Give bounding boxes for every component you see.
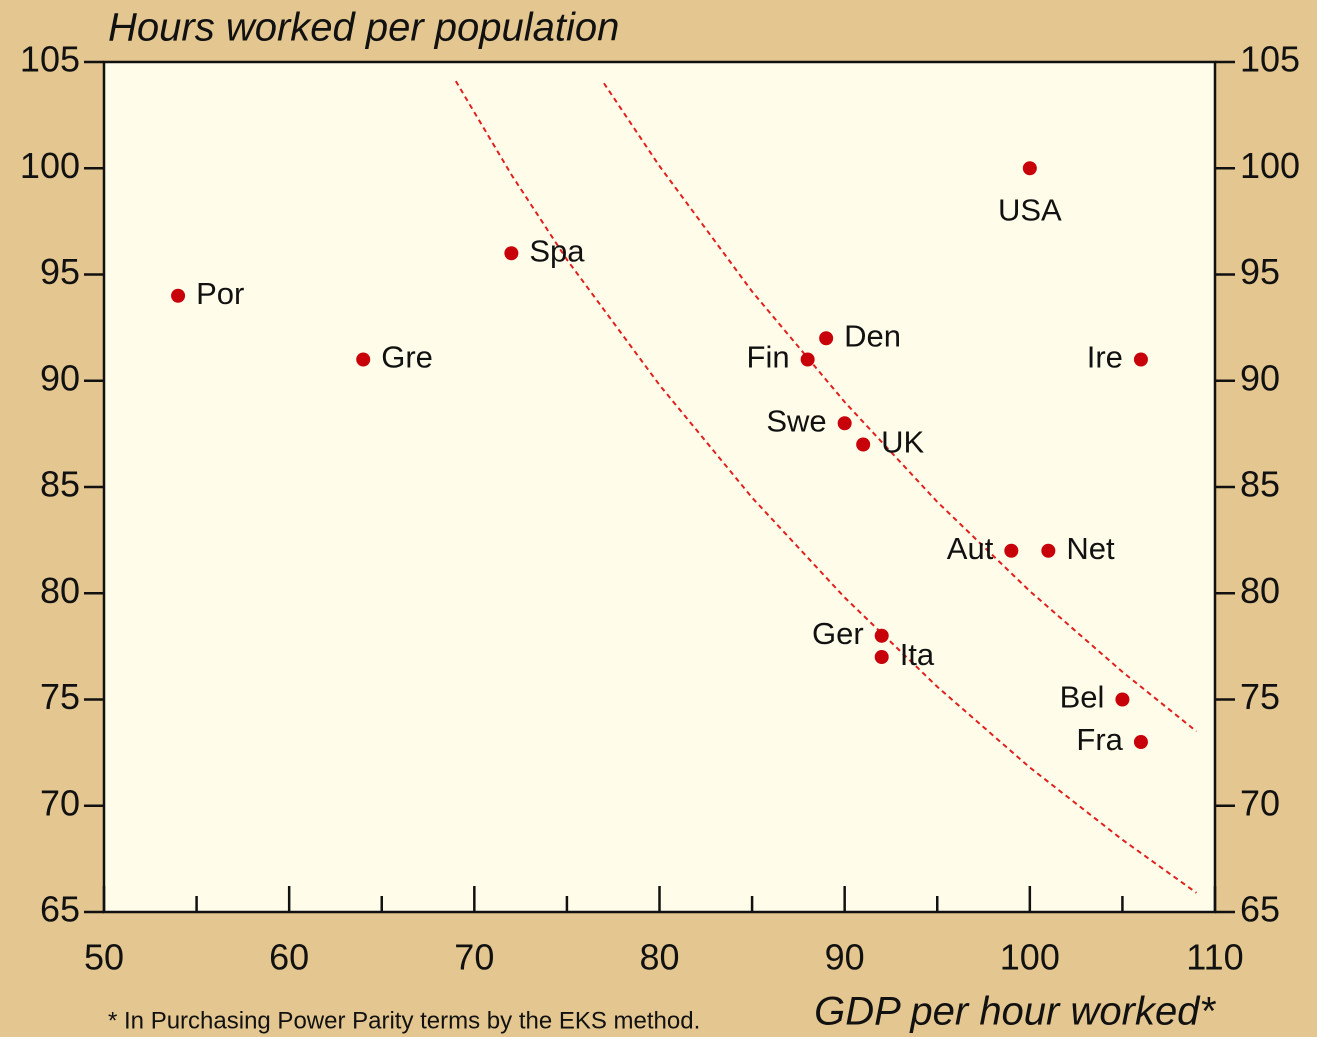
y2-tick-label: 75 (1240, 676, 1280, 717)
point-label: Den (844, 318, 901, 353)
x-axis-label: GDP per hour worked* (814, 990, 1216, 1034)
y-tick-label: 100 (20, 145, 80, 186)
data-point (800, 352, 815, 367)
data-point (874, 650, 889, 664)
reference-curve (603, 82, 1198, 733)
x-tick-label: 50 (84, 937, 124, 978)
y-tick-label: 95 (40, 251, 80, 292)
y2-tick-label: 65 (1240, 889, 1280, 930)
y-tick-label: 85 (40, 464, 80, 505)
data-point (1004, 543, 1019, 558)
point-label: Bel (1060, 680, 1105, 715)
data-point (1133, 352, 1148, 367)
point-label: Net (1066, 531, 1115, 566)
point-label: Ita (900, 637, 935, 672)
point-label: UK (881, 425, 924, 460)
y2-tick-label: 100 (1240, 145, 1300, 186)
y-tick-label: 70 (40, 782, 80, 823)
y2-tick-label: 85 (1240, 464, 1280, 505)
point-label: Fin (747, 340, 790, 375)
data-point (856, 437, 871, 452)
point-label: Spa (529, 233, 585, 268)
y2-tick-label: 80 (1240, 570, 1280, 611)
x-tick-label: 70 (454, 937, 494, 978)
y-tick-label: 80 (40, 570, 80, 611)
point-label: Ire (1087, 340, 1123, 375)
reference-curve (454, 80, 1198, 894)
data-point (1115, 692, 1130, 707)
y-tick-label: 65 (40, 889, 80, 930)
point-label: Swe (766, 403, 826, 438)
y2-tick-label: 90 (1240, 357, 1280, 398)
footnote: * In Purchasing Power Parity terms by th… (108, 1007, 700, 1034)
data-point (1022, 161, 1037, 176)
data-point (171, 288, 186, 303)
point-label: Por (196, 276, 244, 311)
y2-tick-label: 105 (1240, 39, 1300, 80)
data-point (837, 416, 852, 431)
x-tick-label: 90 (825, 937, 865, 978)
point-label: Fra (1076, 722, 1123, 757)
x-tick-label: 80 (639, 937, 679, 978)
x-tick-label: 60 (269, 937, 309, 978)
data-point (1133, 735, 1148, 749)
data-point (356, 352, 371, 367)
data-point (504, 246, 519, 261)
y-tick-label: 105 (20, 39, 80, 80)
x-tick-label: 110 (1186, 937, 1243, 978)
y-tick-label: 75 (40, 676, 80, 717)
y2-tick-label: 70 (1240, 782, 1280, 823)
point-label: Aut (947, 531, 994, 566)
y-tick-label: 90 (40, 357, 80, 398)
chart-title: Hours worked per population (108, 6, 619, 50)
point-label: USA (998, 192, 1062, 227)
data-point (819, 331, 834, 346)
point-label: Ger (812, 616, 864, 651)
x-tick-label: 100 (1000, 937, 1060, 978)
point-label: Gre (381, 340, 433, 375)
y2-tick-label: 95 (1240, 251, 1280, 292)
data-point (874, 628, 889, 643)
data-point (1041, 543, 1056, 558)
plot-area (102, 60, 1217, 914)
